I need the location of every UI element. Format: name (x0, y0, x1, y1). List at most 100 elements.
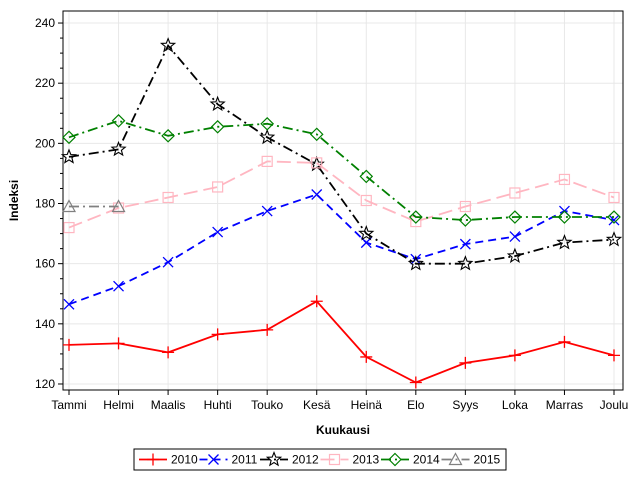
plot-frame (62, 10, 624, 391)
legend: 2010 2011 2012 2013 2014 2015 (133, 448, 507, 471)
y-tick-label: 240 (35, 16, 55, 30)
x-tick-label: Helmi (103, 398, 134, 412)
legend-item-2015: 2015 (441, 452, 501, 467)
series-2013 (63, 155, 620, 234)
x-tick-label: Marras (546, 398, 583, 412)
legend-label-2012: 2012 (292, 453, 319, 467)
data-point-2013 (509, 187, 521, 199)
y-tick-label: 200 (35, 136, 55, 150)
series-2014 (62, 113, 621, 227)
data-point-2012 (60, 148, 78, 164)
y-tick-label: 220 (35, 76, 55, 90)
x-tick-label: Maalis (151, 398, 186, 412)
data-point-2011 (509, 231, 521, 243)
data-point-2010 (63, 338, 75, 351)
series-line-2012 (68, 43, 615, 265)
data-point-2012 (506, 247, 524, 264)
data-point-2013 (608, 191, 620, 204)
data-point-2013 (212, 181, 224, 193)
data-point-2013 (558, 173, 571, 186)
data-point-2011 (261, 205, 273, 217)
data-point-2013 (459, 200, 471, 213)
legend-label-2010: 2010 (171, 453, 198, 467)
data-point-2010 (409, 376, 422, 389)
y-axis-title: Indeksi (7, 180, 21, 221)
data-point-2014 (309, 127, 324, 142)
legend-item-2012: 2012 (260, 450, 319, 467)
legend-frame (133, 448, 507, 471)
data-point-2012 (556, 234, 573, 250)
data-point-2012 (159, 37, 177, 53)
x-tick-label: Heinä (351, 398, 383, 412)
data-point-2014 (359, 169, 374, 184)
data-point-2011 (608, 214, 620, 226)
data-point-2014 (508, 210, 522, 224)
data-point-2014 (557, 210, 572, 224)
data-point-2015 (111, 199, 126, 213)
data-point-2010 (162, 346, 175, 359)
data-point-2012 (605, 231, 623, 247)
x-tick-label: Huhti (204, 398, 232, 412)
data-point-2012 (209, 95, 226, 112)
series-layer (60, 37, 623, 389)
x-tick-label: Joulu (600, 398, 629, 412)
legend-marker-2012 (265, 450, 283, 467)
data-point-2013 (311, 157, 323, 169)
data-point-2010 (112, 337, 125, 350)
data-point-2011 (459, 238, 471, 250)
data-point-2013 (360, 194, 372, 207)
data-point-2014 (458, 213, 473, 227)
y-tick-label: 180 (35, 197, 55, 211)
data-point-2015 (61, 199, 77, 213)
data-point-2011 (63, 298, 75, 310)
series-line-2013 (68, 160, 615, 229)
legend-item-2010: 2010 (139, 453, 198, 467)
legend-item-2014: 2014 (381, 453, 440, 467)
legend-item-2013: 2013 (320, 453, 380, 467)
data-point-2010 (261, 323, 274, 336)
legend-label-2014: 2014 (413, 453, 440, 467)
data-point-2011 (113, 280, 125, 292)
y-axis: 120 140 160 180 200 220 240 (35, 16, 63, 391)
y-tick-label: 120 (35, 377, 55, 391)
data-point-2011 (162, 256, 174, 268)
data-point-2014 (210, 119, 225, 134)
data-point-2013 (261, 155, 273, 167)
data-point-2010 (310, 295, 323, 308)
legend-marker-2011 (208, 454, 219, 465)
data-point-2014 (111, 113, 126, 128)
data-point-2014 (408, 210, 423, 224)
legend-label-2011: 2011 (232, 453, 258, 467)
data-point-2012 (110, 140, 127, 157)
data-point-2011 (311, 189, 323, 200)
data-point-2014 (62, 130, 76, 145)
data-point-2010 (558, 335, 571, 348)
x-tick-label: Kesä (303, 398, 331, 412)
legend-marker-2010 (147, 453, 159, 466)
data-point-2011 (212, 226, 224, 238)
x-tick-label: Touko (251, 398, 283, 412)
gridlines (63, 11, 623, 390)
data-point-2010 (360, 350, 373, 363)
data-point-2011 (410, 253, 422, 265)
x-tick-label: Tammi (51, 398, 86, 412)
x-tick-label: Syys (452, 398, 478, 412)
series-line-2010 (68, 300, 615, 384)
data-point-2010 (211, 328, 224, 341)
legend-marker-2015 (448, 452, 463, 466)
data-point-2014 (161, 128, 175, 143)
legend-item-2011: 2011 (199, 453, 258, 467)
data-point-2013 (112, 202, 125, 214)
data-point-2010 (508, 349, 521, 362)
data-point-2012 (358, 225, 375, 241)
data-point-2010 (608, 349, 620, 362)
data-point-2012 (407, 255, 424, 271)
y-tick-label: 140 (35, 317, 55, 331)
data-point-2014 (607, 210, 621, 224)
series-2010 (63, 295, 620, 389)
legend-label-2013: 2013 (353, 453, 380, 467)
x-axis: Tammi Helmi Maalis Huhti Touko Kesä Heinä Elo Sy… (51, 390, 628, 412)
